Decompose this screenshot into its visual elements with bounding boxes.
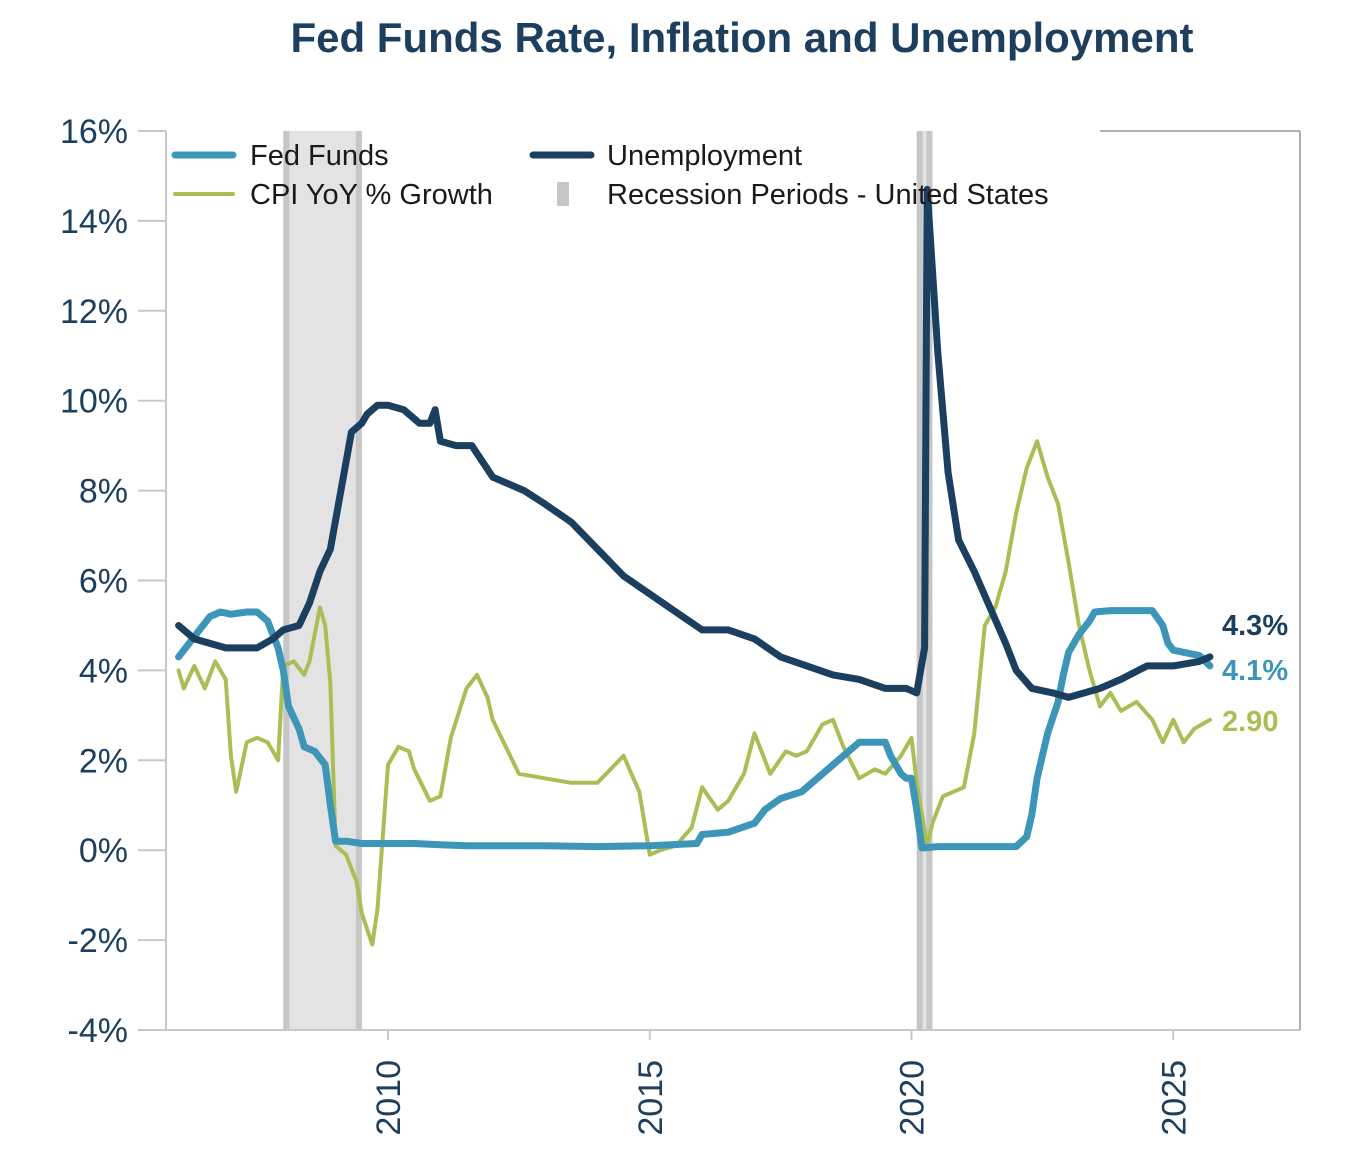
legend-unemployment-label: Unemployment (607, 140, 802, 172)
end-label-unemployment: 4.3% (1222, 610, 1288, 642)
legend-recession-swatch (557, 182, 569, 206)
recession-edge-left-0 (283, 131, 290, 1030)
legend-cpi-label: CPI YoY % Growth (250, 179, 493, 211)
fed-funds-line (175, 607, 1214, 852)
recession-edge-left-1 (916, 131, 923, 1030)
legend-recession-label: Recession Periods - United States (607, 179, 1049, 211)
y-tick-label: 12% (60, 293, 128, 331)
recession-edge-right-0 (355, 131, 362, 1030)
x-tick-label: 2020 (894, 1060, 932, 1136)
end-label-fed-funds: 4.1% (1222, 655, 1288, 687)
axes: -4% -2% 0% 2% 4% 6% 8% 10% 12% 14% 16% 2010 2015 2020… (60, 113, 1301, 1136)
legend-fed-funds-label: Fed Funds (250, 140, 389, 172)
y-tick-label: 6% (79, 563, 128, 601)
y-tick-label: 14% (60, 203, 128, 241)
y-tick-label: 2% (79, 742, 128, 780)
y-tick-label: 4% (79, 652, 128, 690)
x-tick-label: 2015 (632, 1060, 670, 1136)
recession-bands (283, 131, 933, 1030)
x-tick-label: 2025 (1155, 1060, 1193, 1136)
recession-band-0 (283, 131, 362, 1030)
end-labels: 4.3% 4.1% 2.90 (1222, 610, 1288, 738)
unemployment-line (175, 185, 1214, 701)
y-tick-label: 16% (60, 113, 128, 151)
x-tick-label: 2010 (370, 1060, 408, 1136)
y-tick-label: -2% (68, 922, 128, 960)
recession-edge-right-1 (926, 131, 933, 1030)
cpi-line (176, 439, 1212, 947)
legend: Fed Funds Unemployment CPI YoY % Growth Rec… (171, 140, 1049, 211)
y-tick-label: -4% (68, 1012, 128, 1050)
y-tick-label: 8% (79, 473, 128, 511)
chart-title: Fed Funds Rate, Inflation and Unemployme… (290, 14, 1194, 61)
y-tick-label: 0% (79, 832, 128, 870)
end-label-cpi: 2.90 (1222, 706, 1278, 738)
series-lines (175, 185, 1214, 947)
y-tick-label: 10% (60, 383, 128, 421)
